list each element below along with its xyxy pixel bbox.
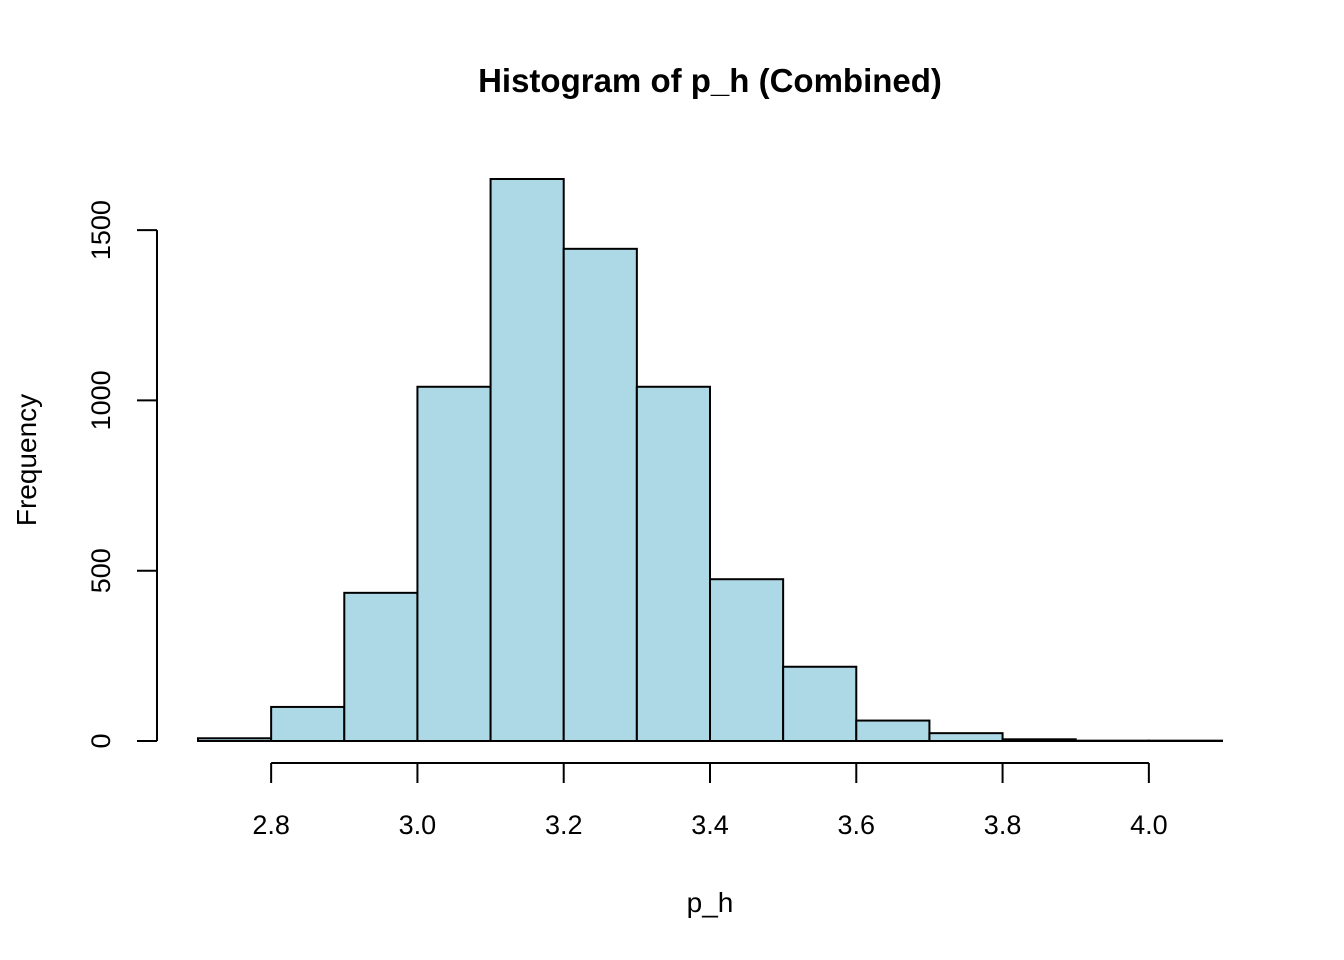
histogram-bar (782, 665, 858, 742)
y-axis-label: Frequency (11, 394, 42, 526)
x-axis-label: p_h (687, 887, 734, 918)
x-axis: 2.8 3.0 3.2 3.4 3.6 3.8 4.0 (252, 762, 1168, 840)
histogram-bar (635, 385, 711, 742)
histogram-bar (855, 719, 931, 743)
x-tick-label: 4.0 (1130, 810, 1168, 840)
y-tick-label: 500 (86, 548, 116, 593)
histogram-bar (416, 385, 492, 742)
chart-title: Histogram of p_h (Combined) (478, 62, 942, 99)
x-tick-label: 3.6 (838, 810, 876, 840)
histogram-bar (270, 705, 346, 742)
histogram-bar (489, 178, 565, 742)
x-tick-label: 3.8 (984, 810, 1022, 840)
x-tick-label: 3.0 (399, 810, 437, 840)
y-tick-label: 1500 (86, 200, 116, 260)
histogram-bar (928, 732, 1004, 743)
y-tick-label: 1000 (86, 370, 116, 430)
histogram-bar (562, 247, 638, 742)
x-tick-label: 3.4 (691, 810, 729, 840)
histogram-bar (709, 578, 785, 742)
y-tick-label: 0 (86, 733, 116, 748)
y-axis: 0 500 1000 1500 (86, 200, 158, 749)
histogram-bar (343, 591, 419, 742)
x-tick-label: 3.2 (545, 810, 583, 840)
bars-group (197, 178, 1224, 743)
x-tick-label: 2.8 (252, 810, 290, 840)
